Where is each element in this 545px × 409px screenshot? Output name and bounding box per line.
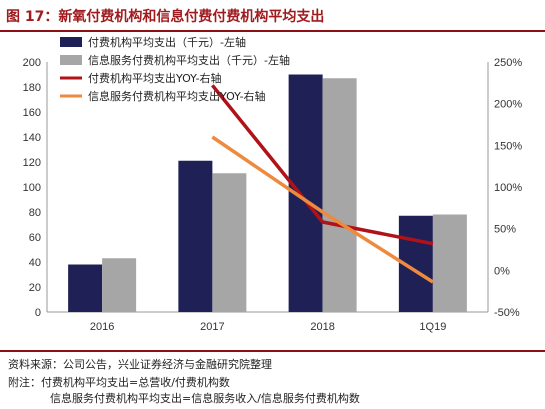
footnote-info: 信息服务付费机构平均支出=信息服务收入/信息服务付费机构数 — [50, 392, 360, 405]
x-tick-label: 2016 — [90, 321, 114, 333]
footer: 资料来源：公司公告，兴业证券经济与金融研究院整理 附注：付费机构平均支出=总营收… — [0, 350, 545, 409]
y-tick-label-right: 150% — [494, 140, 522, 152]
y-tick-label-right: 200% — [494, 99, 522, 111]
y-tick-label-left: 160 — [23, 107, 41, 119]
y-tick-label-left: 180 — [23, 82, 41, 94]
y-tick-label-right: 250% — [494, 57, 522, 69]
y-tick-label-left: 100 — [23, 182, 41, 194]
series-line — [211, 84, 434, 246]
legend-swatch — [60, 37, 82, 47]
figure-title: 图 17：新氧付费机构和信息付费付费机构平均支出 — [6, 9, 325, 25]
bar — [432, 214, 467, 312]
y-tick-label-left: 0 — [35, 307, 41, 319]
y-tick-label-right: 50% — [494, 224, 516, 236]
figure-title-bar: 图 17：新氧付费机构和信息付费付费机构平均支出 — [0, 0, 545, 32]
x-tick-label: 1Q19 — [419, 321, 446, 333]
bar — [178, 160, 213, 312]
legend-label: 信息服务付费机构平均支出（千元）-左轴 — [88, 53, 290, 67]
series-line — [211, 135, 434, 284]
y-tick-label-right: 100% — [494, 182, 522, 194]
y-tick-label-left: 40 — [29, 257, 41, 269]
footnote-paid: 附注：付费机构平均支出=总营收/付费机构数 — [8, 376, 230, 389]
y-tick-label-left: 140 — [23, 132, 41, 144]
y-tick-label-left: 200 — [23, 57, 41, 69]
source-note: 资料来源：公司公告，兴业证券经济与金融研究院整理 — [8, 358, 272, 371]
legend-label: 信息服务付费机构平均支出YOY-右轴 — [88, 89, 266, 103]
bar — [212, 173, 247, 312]
legend-swatch — [60, 55, 82, 65]
y-tick-label-left: 80 — [29, 207, 41, 219]
legend-label: 付费机构平均支出（千元）-左轴 — [88, 35, 246, 49]
y-tick-label-left: 120 — [23, 157, 41, 169]
bar — [322, 78, 357, 312]
chart-canvas: 0 20 40 60 80 100 120 140 160 180 200 -50% 0% 50% 100%… — [23, 35, 523, 333]
x-tick-label: 2017 — [200, 321, 224, 333]
legend-label: 付费机构平均支出YOY-右轴 — [88, 71, 222, 85]
y-tick-label-left: 20 — [29, 282, 41, 294]
x-tick-label: 2018 — [310, 321, 334, 333]
y-tick-label-right: -50% — [494, 307, 520, 319]
y-tick-label-right: 0% — [494, 265, 510, 277]
bar — [68, 264, 103, 312]
bar — [102, 258, 137, 312]
y-tick-label-left: 60 — [29, 232, 41, 244]
